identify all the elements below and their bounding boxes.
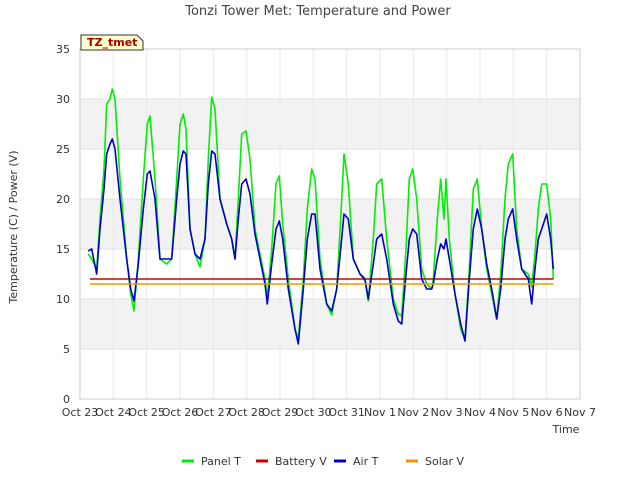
plot-band — [80, 249, 580, 299]
y-tick-label: 25 — [56, 143, 70, 156]
x-tick-label: Oct 31 — [328, 406, 365, 419]
x-tick-label: Nov 3 — [431, 406, 463, 419]
site-badge: TZ_tmet — [80, 34, 144, 51]
plot-band — [80, 299, 580, 349]
plot-frame — [79, 48, 581, 400]
x-tick-label: Nov 5 — [497, 406, 529, 419]
legend-item-panel-t: Panel T — [182, 455, 241, 468]
y-tick-label: 15 — [56, 243, 70, 256]
x-tick-label: Nov 4 — [464, 406, 496, 419]
plot-band — [80, 149, 580, 199]
y-tick-label: 30 — [56, 93, 70, 106]
plot-background — [80, 49, 580, 399]
x-tick-label: Nov 7 — [564, 406, 596, 419]
legend-label: Solar V — [425, 455, 465, 468]
x-tick-label: Oct 23 — [62, 406, 99, 419]
series-line-panel-t — [87, 88, 555, 340]
x-tick-label: Oct 30 — [295, 406, 332, 419]
y-axis-ticks: 0 5 10 15 20 25 30 35 — [56, 43, 70, 406]
y-tick-label: 5 — [63, 343, 70, 356]
y-axis-label: Temperature (C) / Power (V) — [7, 150, 20, 304]
legend-label: Battery V — [275, 455, 327, 468]
x-tick-label: Oct 26 — [162, 406, 199, 419]
legend: Panel T Battery V Air T Solar V — [182, 455, 465, 468]
legend-item-air-t: Air T — [334, 455, 379, 468]
legend-label: Air T — [353, 455, 379, 468]
series-lines — [87, 88, 555, 345]
x-tick-label: Oct 28 — [228, 406, 265, 419]
chart-title: Tonzi Tower Met: Temperature and Power — [184, 4, 451, 19]
x-tick-label: Oct 29 — [262, 406, 299, 419]
legend-item-solar-v: Solar V — [406, 455, 465, 468]
plot-band — [80, 349, 580, 399]
y-tick-label: 35 — [56, 43, 70, 56]
x-tick-label: Oct 25 — [128, 406, 165, 419]
legend-label: Panel T — [201, 455, 241, 468]
badge-box — [80, 34, 144, 51]
x-tick-label: Nov 2 — [397, 406, 429, 419]
x-tick-label: Nov 6 — [531, 406, 563, 419]
x-tick-label: Nov 1 — [364, 406, 396, 419]
legend-item-battery-v: Battery V — [256, 455, 327, 468]
x-axis-label: Time — [552, 423, 580, 436]
plot-band — [80, 99, 580, 149]
y-tick-label: 10 — [56, 293, 70, 306]
x-tick-label: Oct 27 — [195, 406, 232, 419]
badge-label: TZ_tmet — [87, 36, 137, 49]
y-tick-label: 20 — [56, 193, 70, 206]
y-tick-label: 0 — [63, 393, 70, 406]
plot-band — [80, 49, 580, 99]
x-tick-label: Oct 24 — [95, 406, 132, 419]
series-line-air-t — [87, 138, 555, 345]
plot-band — [80, 199, 580, 249]
